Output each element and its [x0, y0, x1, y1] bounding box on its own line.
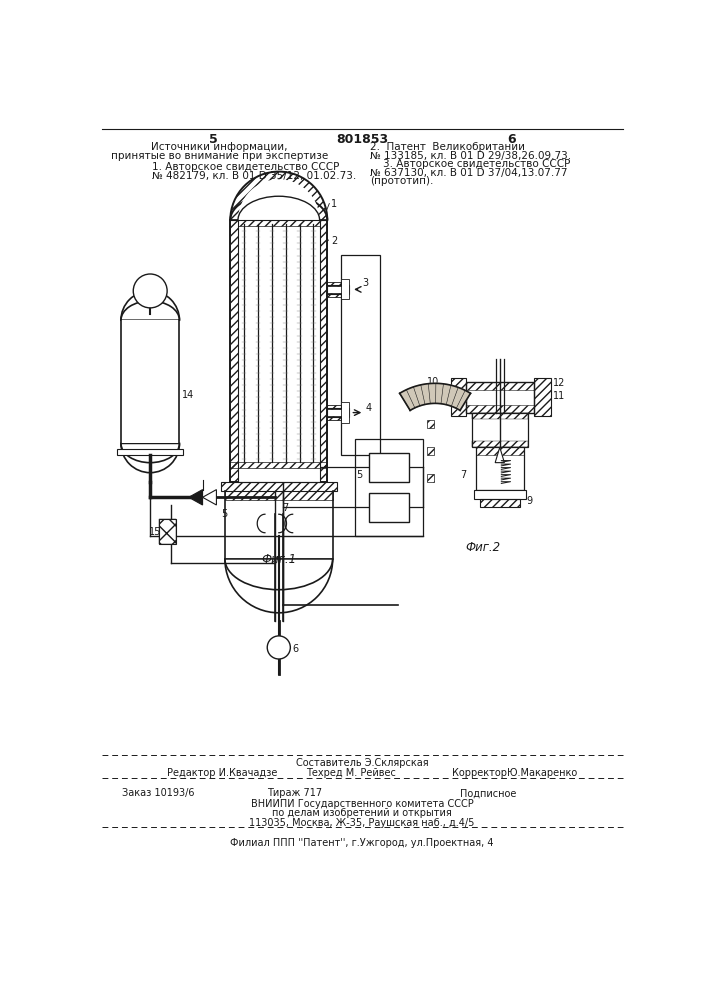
Bar: [320, 220, 327, 482]
Wedge shape: [225, 559, 333, 613]
Text: № 482179, кл. В 01 D 35/12, 01.02.73.: № 482179, кл. В 01 D 35/12, 01.02.73.: [152, 171, 356, 181]
Circle shape: [133, 274, 167, 308]
Text: 1: 1: [331, 199, 337, 209]
Bar: [466, 382, 534, 413]
Bar: [472, 441, 527, 447]
Text: 11: 11: [553, 391, 565, 401]
Bar: [472, 413, 527, 447]
Text: 14: 14: [182, 389, 194, 399]
Bar: [341, 279, 349, 299]
Bar: [327, 408, 349, 417]
Bar: [450, 378, 466, 416]
Text: 5: 5: [356, 470, 362, 480]
Bar: [369, 493, 409, 522]
Text: 6: 6: [293, 644, 299, 654]
Wedge shape: [238, 179, 320, 220]
Bar: [230, 462, 327, 468]
Wedge shape: [121, 443, 180, 473]
Bar: [480, 499, 520, 507]
Bar: [534, 378, 551, 416]
Bar: [369, 453, 409, 482]
Bar: [121, 320, 180, 443]
Text: 16: 16: [382, 462, 396, 472]
Text: 2.  Патент  Великобритании: 2. Патент Великобритании: [370, 142, 525, 152]
Bar: [341, 402, 349, 423]
Text: 4: 4: [366, 403, 372, 413]
Text: 9: 9: [526, 496, 532, 506]
Bar: [160, 519, 176, 544]
Text: 17: 17: [382, 502, 396, 512]
Text: принятые во внимание при экспертизе: принятые во внимание при экспертизе: [111, 151, 328, 161]
Text: Фиг.1: Фиг.1: [261, 553, 296, 566]
Text: № 133185, кл. В 01 D 29/38,26.09.73.: № 133185, кл. В 01 D 29/38,26.09.73.: [370, 151, 571, 161]
Circle shape: [267, 636, 291, 659]
Text: Тираж 717: Тираж 717: [267, 788, 322, 798]
Wedge shape: [230, 172, 327, 220]
Text: № 637130, кл. В 01 D 37/04,13.07.77: № 637130, кл. В 01 D 37/04,13.07.77: [370, 168, 567, 178]
Bar: [355, 439, 423, 536]
Text: Составитель Э.Склярская: Составитель Э.Склярская: [296, 758, 428, 768]
Bar: [225, 491, 333, 500]
Bar: [466, 382, 534, 389]
Polygon shape: [495, 447, 504, 463]
Bar: [428, 474, 433, 482]
Text: Подписное: Подписное: [460, 788, 516, 798]
Bar: [160, 519, 176, 544]
Bar: [466, 405, 534, 413]
Text: 3: 3: [362, 278, 368, 288]
Text: 2: 2: [331, 235, 337, 245]
Bar: [327, 285, 349, 294]
Text: 5: 5: [209, 133, 218, 146]
Bar: [238, 220, 320, 482]
Text: 113035, Москва, Ж-35, Раушская наб., д.4/5: 113035, Москва, Ж-35, Раушская наб., д.4…: [250, 818, 474, 828]
Text: 7: 7: [283, 503, 289, 513]
Bar: [230, 220, 327, 482]
Text: Заказ 10193/6: Заказ 10193/6: [122, 788, 195, 798]
Text: 6: 6: [507, 133, 515, 146]
Bar: [474, 490, 526, 499]
Text: Редактор И.Квачадзе: Редактор И.Квачадзе: [167, 768, 278, 778]
Text: 8: 8: [512, 470, 518, 480]
Bar: [327, 416, 341, 420]
Bar: [472, 413, 527, 419]
Bar: [428, 447, 433, 455]
Text: 3. Авторское свидетельство СССР: 3. Авторское свидетельство СССР: [370, 159, 570, 169]
Text: (прототип).: (прототип).: [370, 176, 433, 186]
Bar: [327, 405, 341, 409]
Bar: [428, 420, 433, 428]
Text: Фиг.2: Фиг.2: [465, 541, 501, 554]
Text: 1. Авторское свидетельство СССР: 1. Авторское свидетельство СССР: [152, 162, 339, 172]
Bar: [221, 482, 337, 491]
Text: 12: 12: [553, 378, 566, 388]
Bar: [341, 255, 380, 455]
Text: КорректорЮ.Макаренко: КорректорЮ.Макаренко: [452, 768, 578, 778]
Text: 13: 13: [167, 537, 179, 546]
Text: Источники информации,: Источники информации,: [151, 142, 288, 152]
Text: 801853: 801853: [336, 133, 388, 146]
Polygon shape: [399, 383, 471, 410]
Text: 15: 15: [148, 527, 161, 537]
Bar: [238, 220, 320, 226]
Text: Филиал ППП ''Патент'', г.Ужгород, ул.Проектная, 4: Филиал ППП ''Патент'', г.Ужгород, ул.Про…: [230, 838, 493, 848]
Polygon shape: [203, 490, 216, 505]
Text: по делам изобретений и открытия: по делам изобретений и открытия: [272, 808, 452, 818]
Bar: [476, 447, 524, 455]
Bar: [230, 220, 238, 482]
Bar: [327, 282, 341, 286]
Wedge shape: [121, 291, 180, 320]
Polygon shape: [189, 490, 203, 505]
Text: ВНИИПИ Государственного комитета СССР: ВНИИПИ Государственного комитета СССР: [250, 799, 473, 809]
Bar: [117, 449, 183, 455]
Text: 10: 10: [428, 377, 440, 387]
Text: 7: 7: [460, 470, 467, 480]
Bar: [327, 293, 341, 297]
Text: 5: 5: [221, 509, 227, 519]
Text: Техред М. Рейвес: Техред М. Рейвес: [305, 768, 396, 778]
Bar: [476, 447, 524, 490]
